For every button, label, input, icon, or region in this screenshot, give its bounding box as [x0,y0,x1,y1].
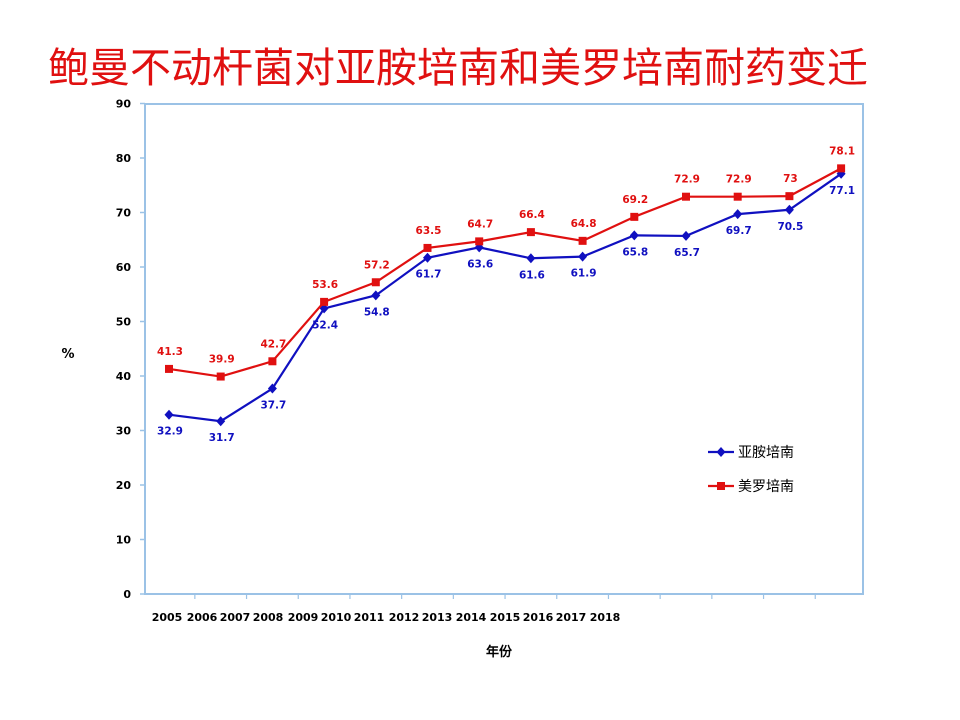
x-tick-label: 2016 [523,611,554,624]
data-point-diamond [629,230,639,241]
series-line-1 [168,172,842,423]
data-label: 65.8 [622,246,648,258]
y-tick-label: 70 [116,207,132,220]
data-point-square [578,236,587,245]
data-point-diamond [371,290,381,301]
data-label: 54.8 [364,306,390,318]
y-tick-label: 30 [116,425,132,438]
data-point-diamond [526,253,536,264]
data-point-diamond [784,204,794,215]
data-label: 64.8 [571,218,597,230]
data-label: 31.7 [209,432,235,444]
data-point-square [785,192,794,201]
data-label: 39.9 [209,354,235,366]
y-tick-label: 80 [116,152,132,165]
data-label: 61.6 [519,269,545,281]
data-label: 52.4 [312,319,338,331]
data-label: 66.4 [519,209,545,221]
x-tick-label: 2005 [152,611,183,624]
data-point-square [216,372,225,381]
y-tick-label: 20 [116,479,132,492]
data-label: 69.7 [726,225,752,237]
data-point-square [682,192,690,201]
x-axis-title: 年份 [486,644,513,660]
data-label: 69.2 [622,194,648,206]
x-tick-label: 2017 [556,611,587,624]
data-point-diamond [267,383,277,394]
data-point-square [268,357,277,366]
data-label: 61.7 [416,269,442,281]
data-label: 42.7 [260,338,286,350]
data-point-square [733,192,742,201]
data-label: 63.5 [416,225,442,237]
data-point-diamond [681,230,691,241]
slide-title: 鲍曼不动杆菌对亚胺培南和美罗培南耐药变迁 [48,44,868,92]
data-label: 77.1 [829,185,855,197]
y-tick-label: 90 [116,98,132,111]
data-point-diamond [423,252,432,263]
data-label: 72.9 [674,174,700,186]
data-point-square [837,164,846,173]
x-tick-label: 2018 [590,611,621,624]
legend-label-2: 美罗培南 [738,479,794,495]
series-line-2 [168,167,842,378]
data-label: 72.9 [726,174,752,186]
x-tick-label: 2011 [354,611,385,624]
data-label: 37.7 [260,400,286,412]
y-tick-label: 40 [116,370,132,383]
data-point-square [165,364,173,373]
data-point-diamond [164,409,174,420]
x-tick-label: 2012 [389,611,420,624]
data-label: 57.2 [364,259,390,271]
data-point-square [371,278,380,287]
data-point-diamond [733,209,743,220]
data-point-square [526,228,535,237]
data-point-diamond [216,416,226,427]
y-tick-label: 10 [116,534,132,547]
y-tick-label: 0 [123,588,131,601]
data-label: 61.9 [571,268,597,280]
x-tick-label: 2007 [220,611,251,624]
data-label: 63.6 [467,258,493,270]
data-label: 64.7 [467,218,493,230]
data-point-square [630,212,639,221]
legend-marker-square [717,482,725,490]
x-tick-label: 2010 [321,611,352,624]
y-tick-label: 60 [116,261,132,274]
data-label: 32.9 [157,426,183,438]
legend-label-1: 亚胺培南 [738,445,794,461]
y-axis-title: % [61,347,74,362]
data-point-diamond [578,251,588,262]
x-tick-label: 2006 [187,611,218,624]
x-tick-label: 2015 [490,611,521,624]
plot-area-border [144,103,864,595]
data-label: 78.1 [829,145,855,157]
data-point-square [320,297,329,306]
data-label: 65.7 [674,247,700,259]
data-label: 53.6 [312,279,338,291]
y-tick-label: 50 [116,316,132,329]
data-point-square [423,243,432,252]
data-point-square [475,237,484,246]
data-label: 73 [783,173,798,185]
x-tick-label: 2013 [422,611,453,624]
x-tick-label: 2014 [456,611,487,624]
x-tick-label: 2009 [288,611,319,624]
x-tick-label: 2008 [253,611,284,624]
legend-marker-diamond [716,447,726,457]
data-label: 41.3 [157,346,183,358]
data-label: 70.5 [777,221,803,233]
